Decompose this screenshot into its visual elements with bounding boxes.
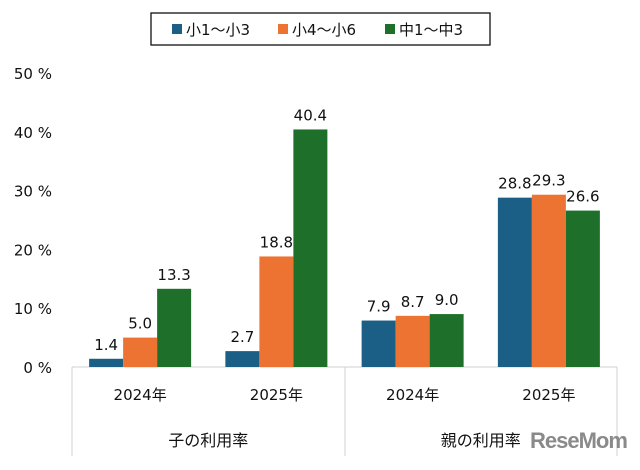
- bar: [395, 315, 430, 367]
- x-tick-label: 2025年: [522, 386, 575, 404]
- y-tick-label: 10 %: [14, 300, 52, 318]
- y-tick-label: 0 %: [23, 359, 52, 377]
- bar: [293, 129, 328, 367]
- data-label: 40.4: [294, 106, 327, 124]
- bar: [157, 288, 192, 367]
- group-label: 子の利用率: [168, 431, 248, 450]
- bar: [123, 337, 158, 367]
- data-label: 13.3: [157, 266, 190, 284]
- data-label: 9.0: [435, 291, 459, 309]
- group-label: 親の利用率: [441, 431, 521, 450]
- data-label: 8.7: [401, 293, 425, 311]
- data-label: 18.8: [260, 233, 293, 251]
- x-tick-label: 2025年: [250, 386, 303, 404]
- data-label: 1.4: [94, 336, 118, 354]
- bar: [361, 320, 396, 367]
- legend-label: 中1〜中3: [399, 21, 463, 39]
- data-label: 26.6: [566, 188, 599, 206]
- y-tick-label: 20 %: [14, 241, 52, 259]
- x-tick-label: 2024年: [386, 386, 439, 404]
- bar: [259, 256, 294, 367]
- y-tick-label: 30 %: [14, 183, 52, 201]
- legend-swatch: [278, 24, 288, 34]
- legend-box: [150, 12, 491, 46]
- data-label: 2.7: [230, 328, 254, 346]
- y-tick-label: 40 %: [14, 124, 52, 142]
- bar: [429, 314, 464, 367]
- data-label: 7.9: [367, 298, 391, 316]
- data-label: 29.3: [532, 172, 565, 190]
- bar: [565, 210, 600, 367]
- x-tick-label: 2024年: [114, 386, 167, 404]
- y-tick-label: 50 %: [14, 65, 52, 83]
- bar: [531, 194, 566, 367]
- data-label: 5.0: [128, 315, 152, 333]
- legend-swatch: [172, 24, 182, 34]
- legend-swatch: [385, 24, 395, 34]
- resemom-logo: ReseMom: [530, 428, 628, 453]
- bar: [225, 351, 260, 367]
- data-label: 28.8: [498, 175, 531, 193]
- legend-label: 小1〜小3: [186, 21, 250, 39]
- legend-label: 小4〜小6: [292, 21, 356, 39]
- bar: [497, 197, 532, 367]
- bar: [89, 358, 124, 367]
